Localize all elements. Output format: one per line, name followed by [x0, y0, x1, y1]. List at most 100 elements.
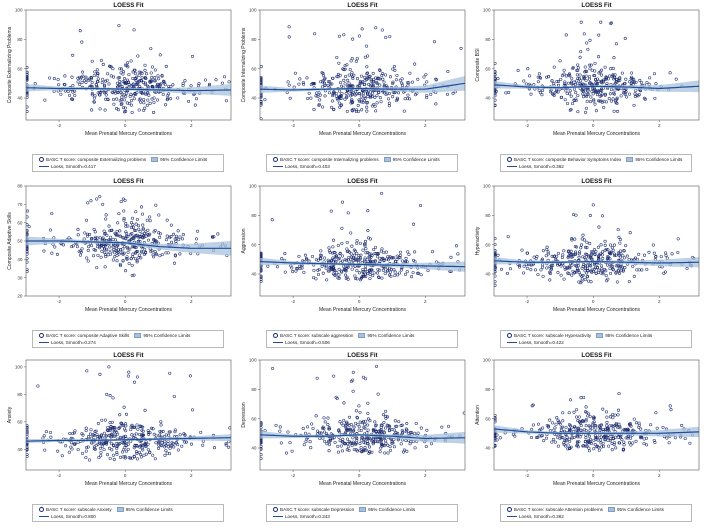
data-point: [115, 253, 119, 257]
data-point: [71, 53, 75, 57]
confidence-band: [494, 425, 699, 437]
data-point: [149, 426, 154, 430]
data-point: [549, 88, 553, 92]
data-point: [260, 275, 263, 279]
data-point: [559, 77, 563, 81]
data-point: [340, 200, 345, 204]
data-point: [583, 89, 587, 93]
data-point: [106, 97, 110, 101]
data-point: [359, 253, 363, 257]
data-point: [143, 63, 147, 67]
data-point: [337, 61, 341, 65]
data-point: [115, 81, 119, 85]
x-tick-label: -2: [291, 299, 296, 304]
legend-band-label: 95% Confidence Limits: [392, 156, 440, 162]
data-point: [600, 214, 605, 218]
data-point: [662, 271, 666, 275]
data-point: [122, 218, 126, 222]
data-point: [160, 253, 164, 257]
data-point: [345, 96, 349, 100]
data-point: [634, 421, 638, 425]
data-point: [393, 419, 397, 423]
data-point: [160, 74, 164, 78]
data-point: [95, 266, 99, 270]
data-point: [400, 81, 404, 85]
data-point: [560, 436, 564, 440]
data-point: [643, 97, 647, 101]
data-point: [115, 229, 119, 233]
data-point: [346, 78, 350, 82]
data-point: [324, 266, 328, 270]
data-point: [395, 258, 399, 262]
data-point: [346, 442, 350, 446]
data-point: [361, 270, 365, 274]
data-point: [391, 82, 395, 86]
data-point: [538, 75, 542, 79]
data-point: [320, 264, 324, 268]
y-tick-label: 50: [17, 239, 23, 244]
data-point: [140, 232, 144, 236]
data-point: [184, 440, 188, 444]
loess-line: [259, 434, 466, 440]
data-point: [132, 433, 136, 437]
data-point: [541, 265, 545, 269]
data-point: [144, 442, 148, 446]
data-point: [621, 269, 625, 273]
data-point: [123, 106, 127, 110]
data-point: [260, 277, 263, 281]
loess-line: [259, 260, 466, 268]
data-point: [556, 444, 560, 448]
data-point: [599, 435, 603, 439]
data-point: [592, 89, 596, 93]
data-point: [389, 448, 393, 452]
data-point: [369, 95, 373, 99]
data-point: [367, 82, 371, 86]
data-point: [548, 270, 552, 274]
data-point: [347, 73, 351, 77]
data-point: [48, 76, 52, 80]
data-point: [351, 255, 355, 259]
loess-panel-1: LOESS Fit -2 0 2 40 60 80 100 Mean Prenatal Merc…: [4, 2, 236, 176]
data-point: [118, 234, 122, 238]
data-point: [334, 94, 338, 98]
data-point: [628, 231, 632, 235]
data-point: [287, 83, 291, 87]
data-point: [581, 92, 585, 96]
data-point: [95, 433, 99, 437]
data-point: [111, 453, 115, 457]
data-point: [400, 259, 404, 263]
data-point: [148, 101, 152, 105]
data-point: [531, 423, 535, 427]
data-point: [359, 94, 363, 98]
data-point: [654, 411, 658, 415]
data-point: [494, 280, 497, 284]
data-point: [303, 431, 308, 435]
data-point: [314, 277, 318, 281]
data-point: [600, 267, 604, 271]
data-point: [350, 93, 354, 97]
data-point: [260, 94, 263, 98]
data-point: [135, 457, 139, 461]
data-point: [612, 109, 616, 113]
y-tick-label: 80: [251, 37, 257, 42]
data-point: [78, 77, 83, 81]
y-axis-label: Aggression: [241, 228, 247, 253]
data-point: [589, 95, 593, 99]
data-point: [446, 69, 450, 74]
data-point: [26, 70, 29, 74]
data-point: [362, 83, 366, 87]
data-point: [120, 95, 124, 99]
data-point: [454, 244, 458, 248]
data-point: [556, 83, 561, 87]
data-point: [70, 245, 74, 249]
data-point: [98, 93, 102, 97]
data-point: [140, 446, 144, 450]
data-point: [97, 456, 101, 460]
data-point: [365, 258, 369, 262]
data-point: [366, 428, 370, 432]
data-point: [580, 266, 584, 270]
data-point: [607, 444, 611, 448]
data-point: [137, 108, 141, 112]
data-point: [119, 455, 123, 459]
y-tick-label: 100: [15, 364, 23, 369]
